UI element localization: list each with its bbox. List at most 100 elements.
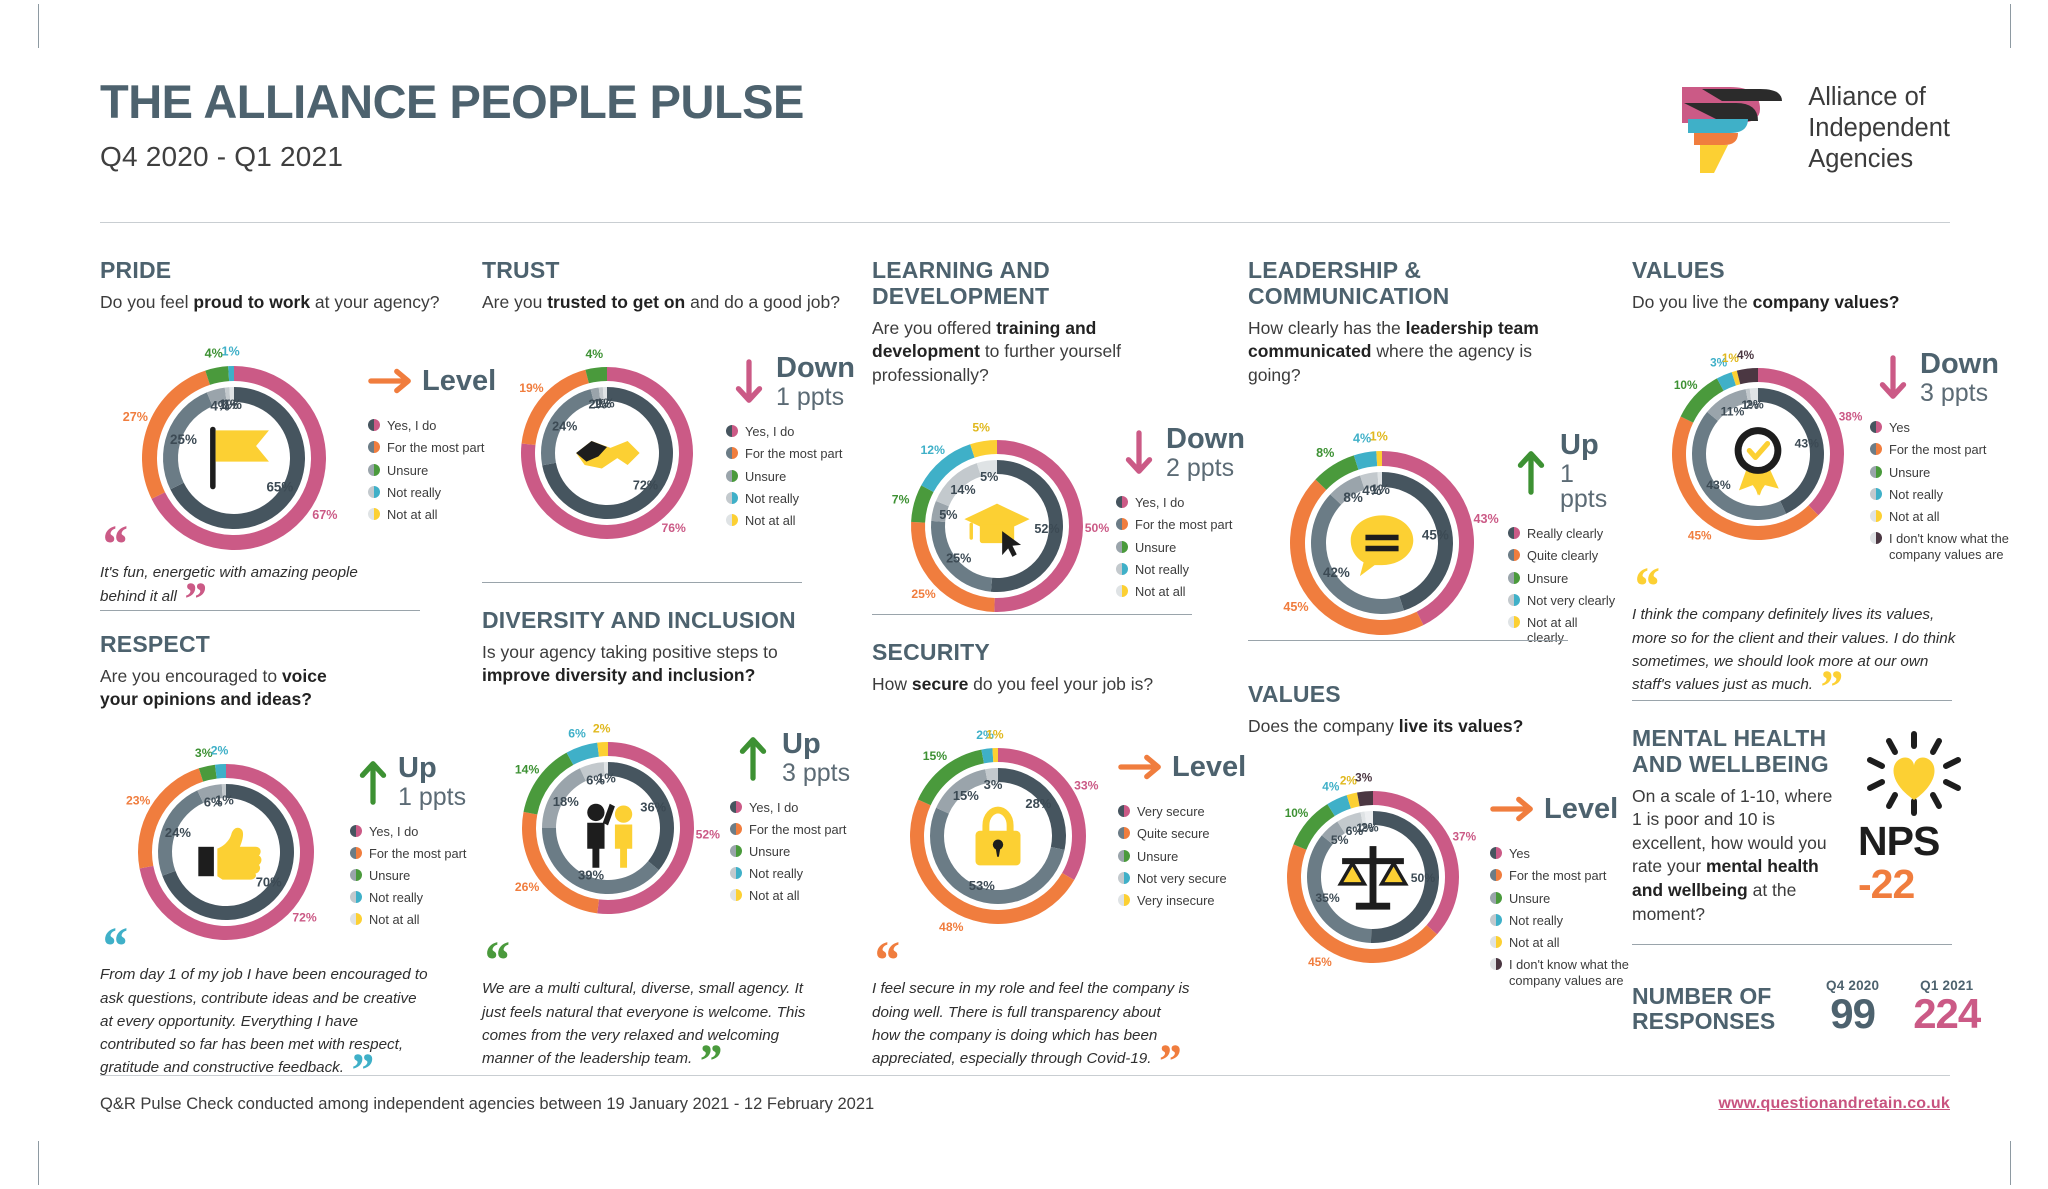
- q-plain: Do you live the: [1632, 291, 1753, 312]
- values_company-q4-label: 5%: [1331, 834, 1349, 848]
- legend-item: Unsure: [350, 868, 466, 884]
- values_live-q1-label: 38%: [1839, 410, 1863, 424]
- legend-label: Unsure: [1509, 890, 1551, 906]
- diversity-q1-label: 52%: [696, 828, 721, 842]
- values_company-q1-segment: [1327, 795, 1351, 817]
- section-values-company: VALUES Does the company live its values?…: [1248, 681, 1648, 1002]
- diversity-trend-word: Up: [782, 728, 821, 760]
- footer-website-link[interactable]: www.questionandretain.co.uk: [1718, 1095, 1950, 1112]
- pride-q4-label: 25%: [170, 432, 197, 447]
- respect-title: RESPECT: [100, 631, 211, 657]
- legend-item: Not at all: [350, 912, 466, 928]
- quote-open-icon: “: [872, 930, 899, 990]
- values_company-q4-segment: [1337, 812, 1364, 834]
- pride-trend: Level: [368, 358, 496, 404]
- leadership-center-icon: [1350, 515, 1414, 577]
- legend-label: Not very secure: [1137, 870, 1227, 886]
- legend-label: Quite secure: [1137, 826, 1210, 842]
- leadership-q4-label: 8%: [1343, 491, 1362, 506]
- pride-q4-label: 1%: [223, 397, 242, 412]
- crop-mark: [38, 4, 39, 48]
- legend-item: Really clearly: [1508, 526, 1618, 542]
- legend-swatch-icon: [730, 889, 742, 902]
- values_live-q1-label: 45%: [1688, 529, 1712, 543]
- respect-q1-segment: [138, 768, 204, 869]
- legend-item: Yes, I do: [726, 424, 855, 440]
- legend-swatch-icon: [1490, 891, 1502, 904]
- section-respect: RESPECT Are you encouraged to voice your…: [100, 631, 480, 978]
- diversity-q4-segment: [542, 768, 586, 828]
- legend-item: Yes: [1870, 420, 2012, 436]
- values_live-center-icon: [1734, 427, 1782, 496]
- q-bold: proud to work: [193, 291, 311, 312]
- diversity-q4-label: 36%: [640, 799, 666, 814]
- diversity-q1-label: 2%: [593, 722, 611, 736]
- quote-close-icon: ”: [1156, 1034, 1180, 1088]
- legend-swatch-icon: [1490, 847, 1502, 860]
- learning-trend-ppts: 2 ppts: [1166, 454, 1235, 483]
- diversity-q1-label: 26%: [515, 880, 540, 894]
- nps-value: -22: [1858, 861, 1915, 907]
- legend-label: Not really: [1889, 486, 1944, 502]
- legend-item: Not at all: [1490, 935, 1648, 951]
- values_company-center-icon: [1337, 846, 1409, 910]
- values_company-q1-label: 37%: [1452, 830, 1476, 844]
- values_company-q4-segment: [1364, 811, 1373, 826]
- legend-item: For the most part: [350, 846, 466, 862]
- values-live-trend-ppts: 3 ppts: [1920, 379, 1989, 408]
- values_company-q1-segment: [1346, 792, 1360, 809]
- values_live-q1-segment: [1758, 368, 1844, 516]
- security-legend: Very secure Quite secure Unsure Not very se…: [1118, 804, 1246, 908]
- values-live-trend: Down 3 ppts: [1870, 350, 2012, 406]
- diversity-legend: Yes, I do For the most part Unsure Not real…: [730, 800, 850, 904]
- legend-item: I don't know what the company values are: [1870, 531, 2012, 562]
- leadership-q1-label: 1%: [1370, 430, 1388, 444]
- legend-label: For the most part: [387, 440, 485, 456]
- pride-trend-word: Level: [422, 364, 497, 397]
- learning-q4-segment: [990, 460, 1063, 593]
- legend-item: Not really: [730, 866, 850, 882]
- values_company-q4-label: 2%: [1361, 821, 1379, 835]
- leadership-trend-ppts: 1 ppts: [1560, 460, 1608, 514]
- security-q1-label: 33%: [1074, 779, 1099, 793]
- legend-label: Not at all: [387, 506, 438, 522]
- footer-divider: [100, 1075, 1950, 1076]
- logo-line-1: Alliance of: [1808, 83, 1926, 111]
- crop-mark: [38, 1141, 39, 1185]
- values_live-q4-segment: [1758, 388, 1824, 515]
- leadership-q1-label: 8%: [1316, 446, 1334, 460]
- q-bold: training and development: [872, 317, 1097, 362]
- pride-donut-chart: 67% 27% 4% 1% 65% 25% 4% 1% 1%: [100, 324, 368, 592]
- section-diversity: DIVERSITY AND INCLUSION Is your agency t…: [482, 607, 882, 954]
- section-responses: NUMBER OF RESPONSES Q4 2020 99 Q1 2021 2…: [1632, 978, 2012, 1035]
- respect-side: Up 1 ppts Yes, I do For the most part Unsur…: [350, 726, 466, 935]
- pride-q1-label: 1%: [222, 345, 240, 359]
- q-plain: Are you encouraged to: [100, 665, 282, 686]
- legend-swatch-icon: [1116, 496, 1128, 509]
- values_live-q4-segment: [1692, 412, 1787, 521]
- trust-donut-chart: 76% 19% 4% 72% 24% 2% 1% 1%: [482, 328, 732, 578]
- legend-item: Not really: [1870, 487, 2012, 503]
- legend-item: For the most part: [730, 822, 850, 838]
- values_live-q4-label: 43%: [1795, 437, 1820, 451]
- values_company-q1-label: 4%: [1322, 780, 1340, 794]
- q-plain: How clearly has the: [1248, 317, 1406, 338]
- respect-q4-label: 24%: [165, 825, 191, 840]
- legend-label: Unsure: [745, 468, 787, 484]
- legend-swatch-icon: [1870, 465, 1882, 478]
- legend-item: For the most part: [1116, 517, 1245, 533]
- trust-q1-segment: [521, 370, 589, 446]
- learning-q1-segment: [994, 440, 1084, 613]
- diversity-q1-segment: [597, 742, 694, 914]
- legend-swatch-icon: [730, 867, 742, 880]
- values_live-q4-label: 43%: [1706, 478, 1731, 492]
- diversity-q1-label: 14%: [515, 763, 540, 777]
- values-live-quote: “ I think the company definitely lives i…: [1632, 559, 1962, 711]
- values_company-q1-label: 10%: [1285, 806, 1309, 820]
- learning-q4-label: 5%: [939, 508, 957, 522]
- responses-q1-value: 224: [1913, 990, 1981, 1037]
- values_company-q1-label: 2%: [1340, 774, 1358, 788]
- legend-label: For the most part: [1135, 517, 1233, 533]
- section-mental-health: MENTAL HEALTH AND WELLBEING On a scale o…: [1632, 725, 2012, 926]
